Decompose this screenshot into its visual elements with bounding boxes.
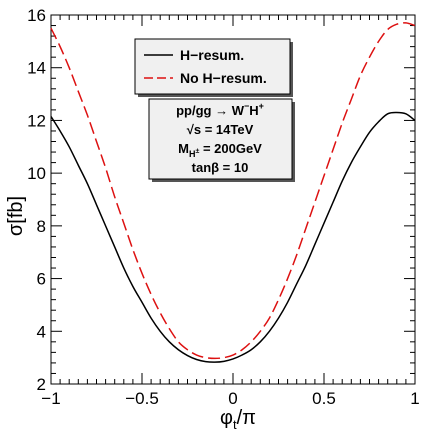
info-mass-value: = 200GeV xyxy=(199,141,262,156)
legend-box xyxy=(134,38,291,95)
info-box-panel xyxy=(148,98,293,180)
sqrt-symbol: √ xyxy=(187,122,195,137)
info-process-main: pp/gg → W xyxy=(176,103,245,118)
y-tick-label: 8 xyxy=(37,217,46,236)
info-process-sup1: − xyxy=(244,101,249,111)
info-mass-subsup: ± xyxy=(195,148,199,155)
x-axis-title: φt/π xyxy=(220,407,256,432)
series-line-h-resum xyxy=(50,111,416,363)
info-mass: MH± = 200GeV xyxy=(178,141,262,159)
y-tick-label: 10 xyxy=(27,164,46,183)
info-tanbeta: tanβ = 10 xyxy=(192,160,249,175)
series-line-no-h-resum xyxy=(50,22,416,360)
info-mass-sub: H xyxy=(189,149,196,159)
legend-label-h-resum: H−resum. xyxy=(180,47,244,63)
info-energy: √s = 14TeV xyxy=(187,122,254,137)
x-tick-label: 0 xyxy=(228,389,237,408)
info-process-sup2: + xyxy=(259,101,264,111)
legend-label-no-h-resum: No H−resum. xyxy=(180,70,267,86)
legend: H−resum. No H−resum. xyxy=(134,38,293,97)
info-box: pp/gg → W−H+ √s = 14TeV MH± = 200GeV tan… xyxy=(148,98,295,182)
y-tick-label: 4 xyxy=(37,322,46,341)
info-process: pp/gg → W−H+ xyxy=(176,101,264,118)
x-tick-label: −1 xyxy=(41,389,60,408)
info-mass-main: M xyxy=(178,141,189,156)
info-energy-value: s = 14TeV xyxy=(194,122,254,137)
axis-ticks xyxy=(50,14,416,385)
y-tick-label: 16 xyxy=(27,6,46,25)
data-series xyxy=(50,22,416,363)
x-tick-label: 1 xyxy=(410,389,419,408)
y-tick-label: 12 xyxy=(27,111,46,130)
y-tick-label: 14 xyxy=(27,59,46,78)
x-axis-title-tail: /π xyxy=(237,407,256,429)
y-tick-label: 6 xyxy=(37,270,46,289)
info-process-mid: H xyxy=(249,103,258,118)
x-tick-label: 0.5 xyxy=(312,389,336,408)
y-tick-label: 2 xyxy=(37,375,46,394)
x-axis-title-main: φ xyxy=(220,407,233,429)
x-tick-label: −0.5 xyxy=(125,389,159,408)
y-axis-title: σ[fb] xyxy=(5,196,27,236)
x-axis-title-sub: t xyxy=(233,417,237,432)
